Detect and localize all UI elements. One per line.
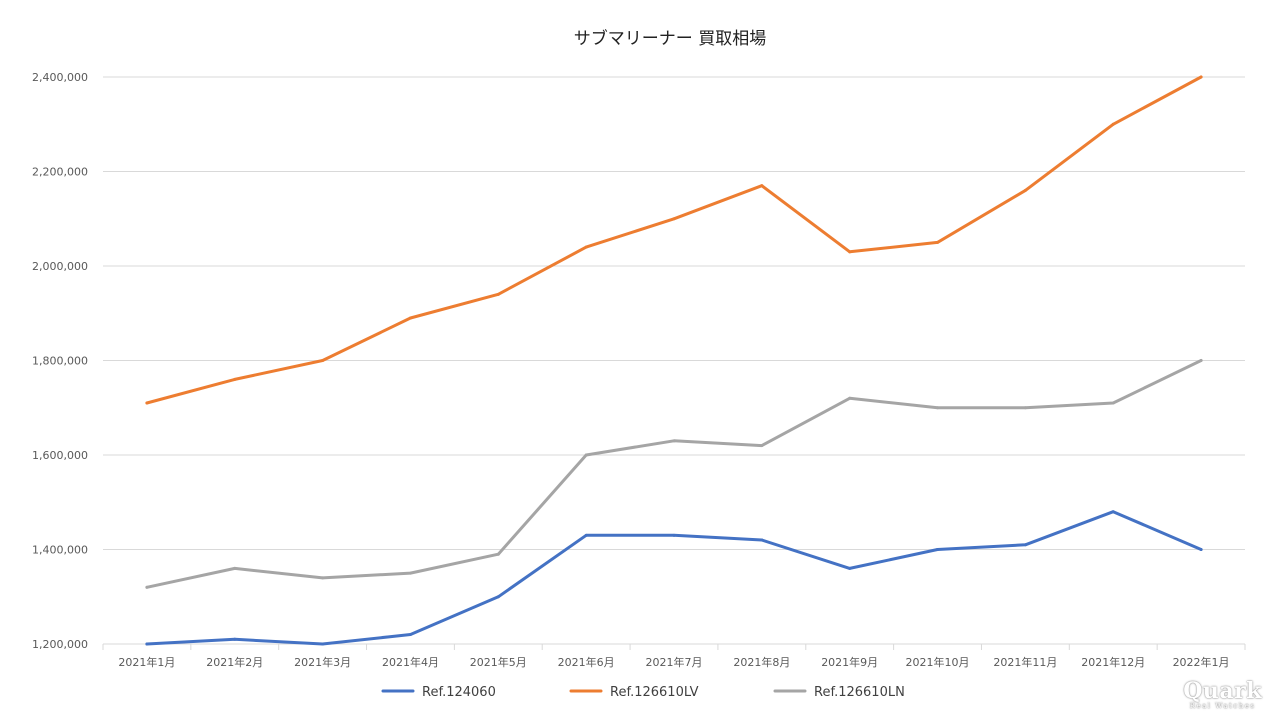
- y-tick-label: 2,200,000: [32, 166, 88, 179]
- data-point: [145, 401, 149, 405]
- x-tick-label: 2021年8月: [733, 655, 790, 669]
- series-line-Ref.126610LN: [145, 359, 1203, 589]
- data-point: [408, 571, 412, 575]
- data-point: [233, 566, 237, 570]
- data-point: [848, 566, 852, 570]
- x-tick-label: 2021年4月: [382, 655, 439, 669]
- x-tick-label: 2021年7月: [646, 655, 703, 669]
- series-line-Ref.124060: [145, 510, 1203, 646]
- series-line-Ref.126610LV: [145, 75, 1203, 405]
- data-point: [936, 548, 940, 551]
- data-point: [408, 316, 412, 320]
- data-point: [321, 642, 325, 646]
- data-point: [848, 396, 852, 400]
- x-axis-ticks: 2021年1月 2021年2月 2021年3月 2021年4月 2021年5月 2021年…: [118, 655, 1229, 669]
- data-point: [233, 637, 237, 641]
- data-point: [1023, 543, 1027, 547]
- x-tick-label: 2021年3月: [294, 655, 351, 669]
- data-point: [1199, 75, 1203, 79]
- data-point: [760, 444, 764, 448]
- data-point: [936, 240, 940, 244]
- legend-label: Ref.126610LN: [814, 685, 905, 700]
- data-point: [760, 538, 764, 542]
- data-point: [1199, 548, 1203, 551]
- data-point: [233, 377, 237, 381]
- data-point: [584, 533, 588, 537]
- data-point: [584, 453, 588, 457]
- data-point: [496, 595, 500, 599]
- data-point: [408, 633, 412, 637]
- data-point: [760, 184, 764, 188]
- x-tick-label: 2021年10月: [906, 655, 970, 669]
- data-point: [672, 533, 676, 537]
- data-point: [1111, 510, 1115, 514]
- data-point: [145, 585, 149, 589]
- legend: Ref.124060 Ref.126610LV Ref.126610LN: [381, 685, 905, 700]
- chart-title: サブマリーナー 買取相場: [574, 28, 766, 49]
- watermark-main: Quark: [1183, 678, 1262, 704]
- x-tick-label: 2021年1月: [118, 655, 175, 669]
- data-point: [1023, 188, 1027, 192]
- legend-label: Ref.124060: [422, 685, 496, 700]
- data-point: [1111, 122, 1115, 126]
- y-axis-ticks: 1,200,000 1,400,000 1,600,000 1,800,000 2,00…: [32, 71, 88, 651]
- data-point: [1111, 401, 1115, 405]
- data-point: [1199, 359, 1203, 362]
- data-point: [848, 250, 852, 254]
- y-tick-label: 1,200,000: [32, 638, 88, 651]
- quark-logo: Quark Real Watches: [1183, 680, 1262, 710]
- y-tick-label: 1,800,000: [32, 355, 88, 368]
- y-tick-label: 2,400,000: [32, 71, 88, 84]
- y-tick-label: 2,000,000: [32, 260, 88, 273]
- y-tick-label: 1,400,000: [32, 544, 88, 557]
- data-point: [584, 245, 588, 249]
- y-tick-label: 1,600,000: [32, 449, 88, 462]
- series-lines: [145, 75, 1203, 646]
- data-point: [1023, 406, 1027, 410]
- data-point: [321, 576, 325, 580]
- data-point: [145, 642, 149, 646]
- legend-label: Ref.126610LV: [610, 685, 699, 700]
- x-tick-label: 2021年11月: [993, 655, 1057, 669]
- x-tick-label: 2022年1月: [1173, 655, 1230, 669]
- gridlines: [102, 76, 1246, 650]
- watermark-sub: Real Watches: [1189, 702, 1256, 710]
- x-tick-label: 2021年5月: [470, 655, 527, 669]
- x-tick-label: 2021年12月: [1081, 655, 1145, 669]
- x-tick-label: 2021年2月: [206, 655, 263, 669]
- data-point: [496, 552, 500, 556]
- data-point: [496, 292, 500, 296]
- x-tick-label: 2021年6月: [558, 655, 615, 669]
- data-point: [936, 406, 940, 410]
- data-point: [672, 439, 676, 443]
- data-point: [321, 359, 325, 362]
- data-point: [672, 217, 676, 221]
- x-tick-label: 2021年9月: [821, 655, 878, 669]
